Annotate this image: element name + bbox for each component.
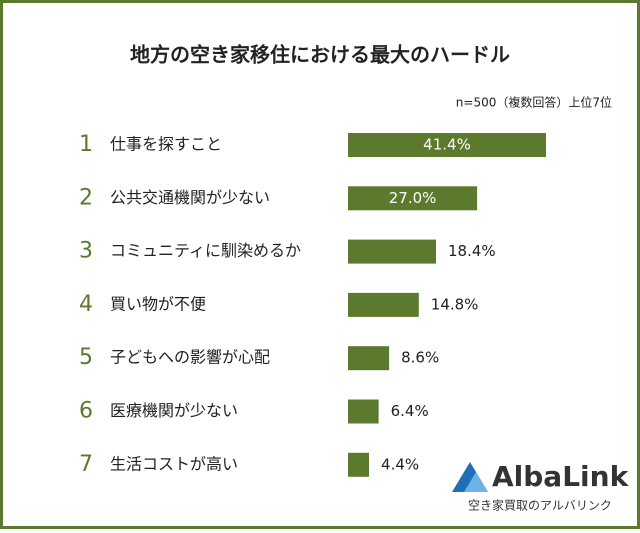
value-label: 6.4%: [391, 402, 429, 420]
category-label: 公共交通機関が少ない: [110, 188, 270, 207]
value-label: 14.8%: [431, 295, 479, 313]
rank: 4: [79, 292, 93, 317]
value-label: 4.4%: [381, 455, 419, 473]
logo-tagline: 空き家買取のアルバリンク: [468, 498, 612, 513]
category-label: 子どもへの影響が心配: [110, 348, 270, 367]
category-label: 仕事を探すこと: [110, 135, 222, 154]
bar: [348, 239, 436, 264]
bar: [348, 133, 546, 157]
rank: 6: [79, 399, 93, 424]
bar: [348, 346, 390, 371]
rank: 2: [79, 185, 93, 210]
category-label: 生活コストが高い: [110, 454, 238, 473]
bar: [348, 186, 478, 211]
rank: 1: [79, 132, 93, 157]
value-label: 41.4%: [423, 136, 471, 154]
logo-icon: [464, 472, 488, 492]
bar: [348, 399, 379, 424]
bar: [348, 292, 419, 317]
chart-title: 地方の空き家移住における最大のハードル: [130, 43, 510, 67]
category-label: コミュニティに馴染めるか: [110, 241, 301, 260]
bar: [348, 452, 370, 477]
category-label: 買い物が不便: [110, 294, 206, 313]
rank: 7: [79, 452, 93, 477]
value-label: 18.4%: [448, 242, 496, 260]
value-label: 27.0%: [389, 189, 437, 207]
rank: 5: [79, 345, 93, 370]
value-label: 8.6%: [401, 349, 439, 367]
logo: AlbaLink 空き家買取のアルバリンク: [452, 460, 630, 513]
rank: 3: [79, 239, 93, 264]
category-label: 医療機関が少ない: [110, 401, 238, 420]
logo-name: AlbaLink: [492, 460, 630, 493]
subtitle: n=500（複数回答）上位7位: [456, 95, 612, 110]
